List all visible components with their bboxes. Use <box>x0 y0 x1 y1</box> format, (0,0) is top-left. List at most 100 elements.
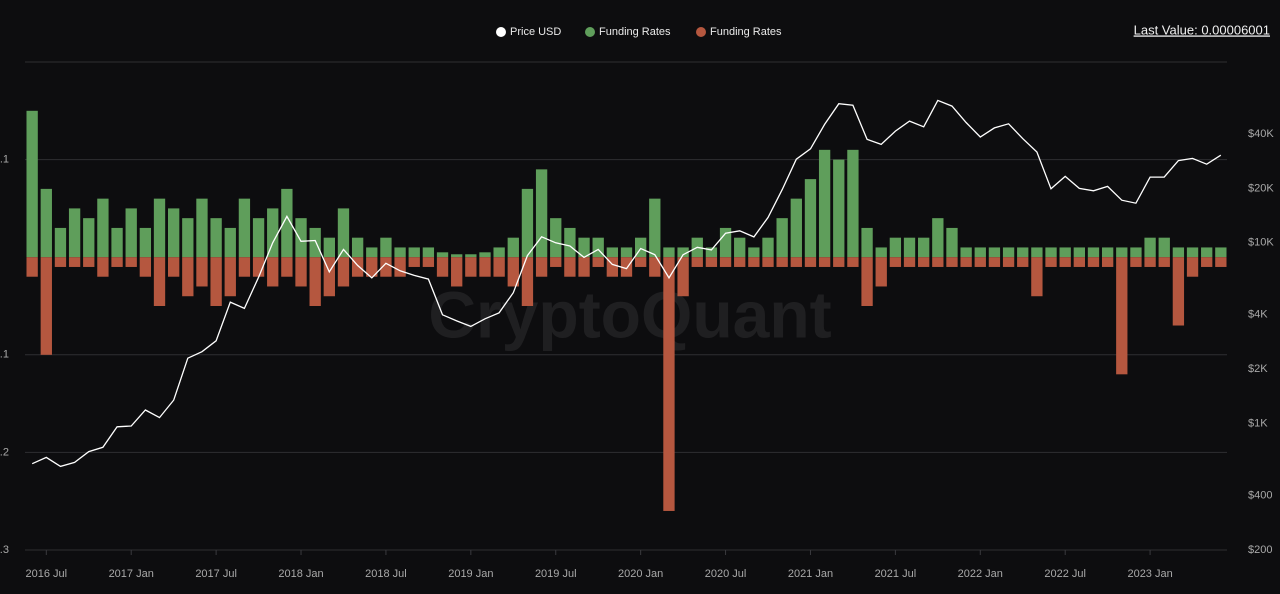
funding-bar <box>351 237 364 258</box>
funding-bar <box>210 218 222 258</box>
funding-bar <box>974 257 986 267</box>
funding-bar <box>691 257 703 267</box>
funding-bar <box>83 218 95 258</box>
funding-bar <box>1144 257 1156 267</box>
funding-bar <box>634 237 647 258</box>
funding-bar <box>1215 247 1227 258</box>
funding-bar <box>366 257 378 277</box>
funding-bar <box>776 257 788 267</box>
funding-bar <box>493 247 505 258</box>
funding-bar <box>1017 257 1029 267</box>
funding-bar <box>309 257 321 306</box>
funding-bar <box>1002 247 1015 258</box>
funding-bar <box>436 257 449 277</box>
funding-bar <box>988 247 1001 258</box>
funding-bar <box>26 257 38 277</box>
funding-bar <box>762 257 774 267</box>
funding-bar <box>1186 247 1199 258</box>
funding-bar <box>535 257 548 277</box>
funding-bar <box>847 257 859 267</box>
funding-bar <box>649 198 661 258</box>
funding-bar <box>804 257 817 267</box>
funding-bar <box>705 257 718 267</box>
funding-bar <box>68 257 81 267</box>
funding-bar <box>705 247 718 258</box>
funding-bar <box>818 149 831 258</box>
legend-label[interactable]: Funding Rates <box>710 26 782 38</box>
funding-bar <box>408 247 420 258</box>
x-tick-label: 2016 Jul <box>26 568 68 580</box>
funding-bar <box>903 237 916 258</box>
funding-bar <box>210 257 222 306</box>
funding-bar <box>1101 257 1114 267</box>
funding-bar <box>818 257 831 267</box>
funding-bar <box>1144 237 1156 258</box>
y2-tick-label: $10K <box>1248 237 1274 249</box>
funding-bar <box>776 218 788 258</box>
funding-bar <box>606 247 619 258</box>
y-tick-label: 0.1 <box>0 154 9 166</box>
funding-bar <box>125 257 137 267</box>
funding-bar <box>451 254 463 258</box>
funding-bar <box>1017 247 1029 258</box>
funding-bar <box>1172 247 1185 258</box>
funding-bar <box>323 237 335 258</box>
x-tick-label: 2022 Jul <box>1044 568 1086 580</box>
funding-bar <box>97 198 109 258</box>
funding-bar <box>847 149 859 258</box>
funding-bar <box>436 252 449 258</box>
funding-bar <box>1002 257 1015 267</box>
funding-bar <box>380 237 392 258</box>
funding-bar <box>790 198 802 258</box>
funding-bar <box>252 257 265 277</box>
funding-bar <box>1059 257 1071 267</box>
funding-bar <box>68 208 81 258</box>
funding-bar <box>196 198 208 258</box>
funding-bar <box>252 218 265 258</box>
legend-label[interactable]: Price USD <box>510 26 561 38</box>
funding-bar <box>932 218 944 258</box>
funding-bar <box>97 257 109 277</box>
legend-label[interactable]: Funding Rates <box>599 26 671 38</box>
funding-bar <box>535 169 548 258</box>
funding-bar <box>309 227 321 258</box>
y2-tick-label: $20K <box>1248 182 1274 194</box>
last-value[interactable]: Last Value: 0.00006001 <box>1134 22 1270 37</box>
funding-bar <box>295 218 307 258</box>
funding-bar <box>224 257 236 297</box>
funding-bar <box>592 237 604 258</box>
funding-bar <box>946 257 958 267</box>
funding-bar <box>748 247 760 258</box>
funding-bar <box>153 198 166 258</box>
funding-bar <box>875 247 887 258</box>
funding-bar <box>1130 257 1142 267</box>
funding-bar <box>479 257 491 277</box>
x-tick-label: 2019 Jul <box>535 568 577 580</box>
funding-bar <box>677 257 689 297</box>
funding-bar <box>1130 247 1142 258</box>
funding-bar <box>394 247 406 258</box>
funding-bar <box>281 188 293 258</box>
funding-bar <box>168 208 180 258</box>
funding-bar <box>493 257 505 277</box>
legend-marker <box>496 27 506 37</box>
funding-bar <box>83 257 95 267</box>
funding-bar <box>833 159 845 258</box>
funding-bar <box>889 257 902 267</box>
y2-tick-label: $200 <box>1248 544 1272 556</box>
funding-bar <box>663 257 675 511</box>
funding-bar <box>592 257 604 267</box>
funding-bar <box>918 237 930 258</box>
funding-bar <box>960 257 972 267</box>
funding-bar <box>762 237 774 258</box>
funding-bar <box>564 227 576 258</box>
price-line <box>31 99 1222 468</box>
funding-bar <box>578 237 590 258</box>
funding-bar <box>903 257 916 267</box>
funding-bar <box>988 257 1001 267</box>
funding-bar <box>521 188 534 258</box>
funding-bar <box>606 257 619 277</box>
funding-bar <box>1101 247 1114 258</box>
y-tick-label: -0.2 <box>0 446 9 458</box>
